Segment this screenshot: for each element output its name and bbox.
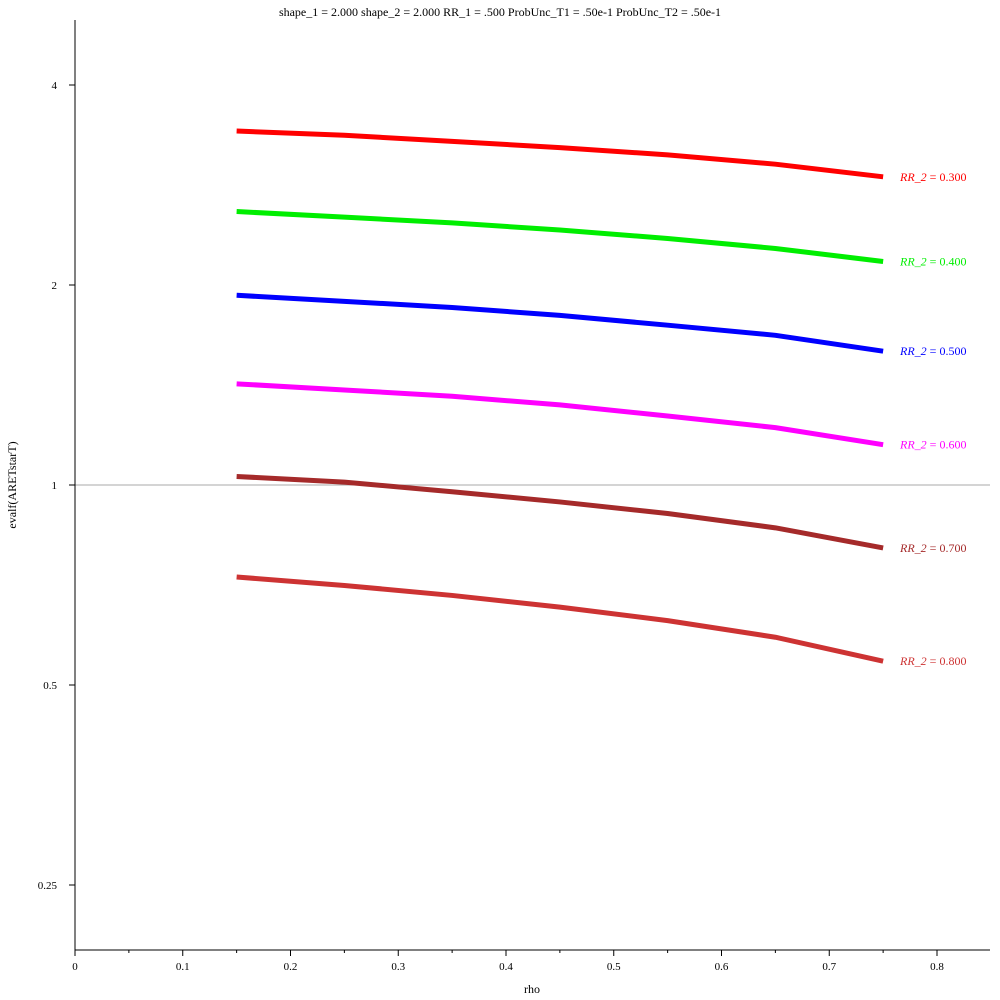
x-tick-label: 0.8	[930, 961, 944, 973]
y-axis-label: evalf(ARETstarT)	[5, 441, 19, 528]
x-tick-label: 0.3	[391, 961, 405, 973]
series-line	[236, 292, 884, 354]
series-label-value: = 0.500	[927, 344, 967, 358]
x-tick-label: 0.4	[499, 961, 513, 973]
series-line	[236, 574, 884, 664]
y-tick-label: 4	[52, 80, 58, 92]
x-tick-label: 0.5	[607, 961, 621, 973]
series-label: RR_2 = 0.600	[899, 438, 966, 452]
series-line	[236, 473, 884, 551]
x-tick-label: 0.7	[822, 961, 836, 973]
series-label-name: RR_2	[899, 438, 927, 452]
x-axis-label: rho	[524, 982, 540, 996]
series-label: RR_2 = 0.700	[899, 541, 966, 555]
series-label-name: RR_2	[899, 344, 927, 358]
series-label: RR_2 = 0.800	[899, 654, 966, 668]
series-line	[236, 209, 884, 264]
series-label-value: = 0.600	[927, 438, 967, 452]
series-label-name: RR_2	[899, 541, 927, 555]
series-label-value: = 0.800	[927, 654, 967, 668]
y-tick-label: 1	[52, 480, 58, 492]
series-label-name: RR_2	[899, 654, 927, 668]
series-label-name: RR_2	[899, 254, 927, 268]
y-tick-label: 2	[52, 280, 58, 292]
series-label: RR_2 = 0.300	[899, 170, 966, 184]
y-tick-label: 0.25	[38, 880, 58, 892]
series-label-value: = 0.700	[927, 541, 967, 555]
x-tick-label: 0.2	[284, 961, 298, 973]
series-line	[236, 381, 884, 448]
series-label-name: RR_2	[899, 170, 927, 184]
x-tick-label: 0.6	[715, 961, 729, 973]
series-label: RR_2 = 0.400	[899, 254, 966, 268]
series-label: RR_2 = 0.500	[899, 344, 966, 358]
x-tick-label: 0.1	[176, 961, 190, 973]
series-line	[236, 128, 884, 180]
x-tick-label: 0	[72, 961, 78, 973]
series-label-value: = 0.300	[927, 170, 967, 184]
chart-title: shape_1 = 2.000 shape_2 = 2.000 RR_1 = .…	[279, 5, 721, 19]
series-label-value: = 0.400	[927, 254, 967, 268]
y-tick-label: 0.5	[43, 680, 57, 692]
